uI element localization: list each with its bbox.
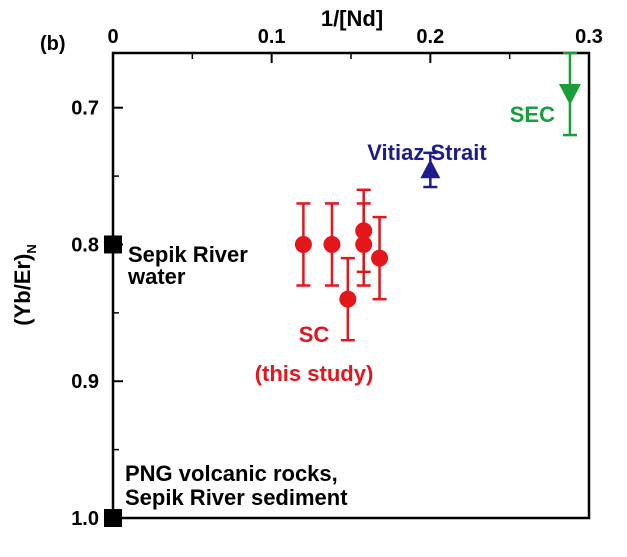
y-axis-title-main: (Yb/Er) (10, 254, 35, 326)
x-axis-title: 1/[Nd] (321, 6, 383, 31)
data-point (294, 235, 312, 253)
data-point (371, 249, 389, 267)
annotation-this-study: (this study) (255, 361, 374, 386)
annotation-sepik-river: Sepik River (128, 242, 248, 267)
annotation-png-volcanic-rocks: PNG volcanic rocks, (125, 461, 338, 486)
data-point (558, 84, 581, 106)
y-tick-label: 0.9 (71, 371, 99, 393)
y-axis-title-sub: N (24, 244, 39, 253)
panel-label: (b) (40, 33, 66, 55)
y-tick-label: 0.8 (71, 234, 99, 256)
data-marks (104, 51, 581, 527)
data-point (323, 235, 341, 253)
x-tick-label: 0.2 (416, 26, 444, 48)
x-tick-label: 0 (107, 26, 118, 48)
annotation-sc: SC (299, 322, 330, 347)
annotations: SEC Vitiaz Strait SC (this study) Sepik … (125, 102, 555, 510)
y-axis-title: (Yb/Er)N (10, 244, 39, 326)
data-point (104, 509, 122, 527)
x-tick-label: 0.1 (258, 26, 286, 48)
x-tick-label: 0.3 (575, 26, 603, 48)
data-point (339, 290, 357, 308)
y-tick-label: 0.7 (71, 98, 99, 120)
data-point (355, 235, 373, 253)
data-point (104, 235, 122, 254)
annotation-vitiaz-strait: Vitiaz Strait (367, 140, 487, 165)
annotation-sec: SEC (510, 102, 555, 127)
y-tick-label: 1.0 (71, 508, 99, 530)
svg-text:(Yb/Er)N: (Yb/Er)N (10, 244, 39, 326)
axis-ticks: 0 0.1 0.2 0.3 0.7 0.8 0.9 1.0 (71, 26, 603, 530)
annotation-water: water (127, 264, 186, 289)
data-point (420, 159, 441, 179)
annotation-sepik-river-sediment: Sepik River sediment (125, 485, 348, 510)
